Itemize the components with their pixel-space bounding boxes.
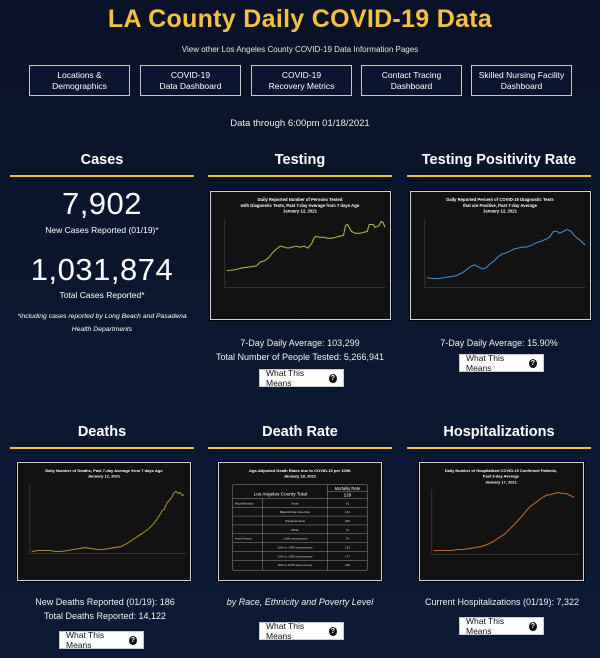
row-value: 91: [346, 501, 350, 505]
deaths-rule: [10, 447, 194, 449]
positivity-button-label: What This Means: [466, 353, 505, 373]
total-cases-number: 1,031,874: [30, 252, 174, 287]
row-value: 246: [345, 563, 350, 567]
death-rate-table-image[interactable]: Age-Adjusted Death Rates due to COVID-19…: [218, 462, 382, 581]
deaths-heading: Deaths: [77, 424, 127, 440]
nav-subtitle: View other Los Angeles County COVID-19 D…: [181, 45, 419, 54]
testing-heading: Testing: [274, 152, 326, 168]
new-deaths: New Deaths Reported (01/19): 186: [35, 597, 175, 607]
question-circle-icon: ?: [328, 626, 337, 636]
death-rate-title-2: January 18, 2021: [284, 474, 317, 479]
positivity-avg: 7-Day Daily Average: 15.90%: [440, 338, 558, 348]
question-circle-icon: ?: [128, 635, 137, 645]
testing-chart-title-1: Daily Reported Number of Persons Tested: [258, 197, 343, 202]
death-rate-rule: [208, 447, 392, 449]
total-cases-label: Total Cases Reported*: [59, 290, 145, 300]
hospitalizations-rule: [407, 447, 591, 449]
nav-recovery-metrics[interactable]: COVID-19 Recovery Metrics: [251, 65, 352, 96]
testing-what-this-means-button[interactable]: What This Means ?: [259, 368, 344, 388]
table-header-left: Los Angeles County Total: [254, 491, 307, 497]
positivity-chart-title-2: that are Positive, Past 7-day Average: [463, 203, 538, 208]
testing-chart-title-3: January 12, 2021: [283, 209, 318, 214]
deaths-chart-image[interactable]: Daily Number of Deaths, Past 7-day Avera…: [17, 462, 191, 581]
deaths-button-label: What This Means: [66, 630, 105, 650]
new-cases-number: 7,902: [61, 186, 143, 221]
question-circle-icon: ?: [528, 621, 537, 631]
row-label: Hispanic/Latino: [285, 519, 305, 523]
cases-footnote: *including cases reported by Long Beach …: [17, 313, 187, 333]
testing-chart-image[interactable]: Daily Reported Number of Persons Tested …: [210, 191, 391, 320]
testing-button-label: What This Means: [266, 368, 305, 388]
death-rate-caption: by Race, Ethnicity and Poverty Level: [226, 597, 374, 607]
hosp-chart-title-3: January 17, 2021: [485, 480, 517, 485]
deaths-line: [31, 490, 185, 553]
row-label: Black/African American: [280, 510, 311, 514]
hosp-chart-title-1: Daily Number of Hospitalized COVID-19 Co…: [445, 468, 557, 473]
hospitalizations-button-label: What This Means: [466, 616, 505, 636]
testing-avg: 7-Day Daily Average: 103,299: [240, 338, 360, 348]
death-rate-heading: Death Rate: [262, 424, 338, 440]
hospitalizations-heading: Hospitalizations: [443, 424, 555, 440]
nav-data-dashboard[interactable]: COVID-19 Data Dashboard: [140, 65, 241, 96]
question-circle-icon: ?: [528, 358, 537, 368]
positivity-chart-image[interactable]: Daily Reported Percent of COVID-19 Diagn…: [410, 191, 591, 320]
positivity-heading: Testing Positivity Rate: [421, 152, 577, 168]
positivity-rule: [407, 175, 591, 177]
death-rate-what-this-means-button[interactable]: What This Means ?: [259, 621, 344, 641]
death-rate-button-label: What This Means: [266, 621, 305, 641]
current-hospitalizations: Current Hospitalizations (01/19): 7,322: [424, 597, 580, 607]
positivity-chart-title-1: Daily Reported Percent of COVID-19 Diagn…: [446, 197, 554, 202]
row-label: Asian: [291, 501, 299, 505]
cases-heading: Cases: [80, 152, 124, 168]
row-value: 133: [345, 546, 350, 550]
row-label: 10% to <20% area poverty: [278, 546, 313, 550]
positivity-chart-title-3: January 12, 2021: [483, 209, 518, 214]
table-total: 129: [344, 492, 352, 497]
death-rate-title-1: Age-Adjusted Death Rates due to COVID-19…: [249, 468, 351, 473]
hospitalizations-chart-svg: Daily Number of Hospitalized COVID-19 Co…: [420, 463, 583, 580]
svg-text:·: ·: [300, 311, 301, 315]
death-rate-table-svg: Age-Adjusted Death Rates due to COVID-19…: [219, 463, 381, 580]
testing-chart-svg: Daily Reported Number of Persons Tested …: [211, 192, 390, 319]
row-group: Area Poverty: [235, 537, 253, 541]
hospitalizations-line: [433, 491, 575, 552]
deaths-what-this-means-button[interactable]: What This Means ?: [59, 630, 144, 650]
row-label: 30% to 100% area poverty: [278, 563, 313, 567]
hospitalizations-what-this-means-button[interactable]: What This Means ?: [459, 616, 544, 636]
row-value: 76: [346, 537, 350, 541]
row-label: 20% to <30% area poverty: [278, 554, 313, 558]
deaths-chart-svg: Daily Number of Deaths, Past 7-day Avera…: [18, 463, 190, 580]
question-circle-icon: ?: [328, 373, 337, 383]
nav-contact-tracing[interactable]: Contact Tracing Dashboard: [361, 65, 462, 96]
cases-rule: [10, 175, 194, 177]
row-label: White: [291, 528, 299, 532]
row-group: Race/Ethnicity: [235, 501, 254, 505]
row-value: 134: [345, 510, 350, 514]
table-header-right: Mortality Rate: [335, 486, 361, 491]
new-cases-label: New Cases Reported (01/19)*: [45, 225, 159, 235]
data-through-date: Data through 6:00pm 01/18/2021: [230, 118, 370, 129]
hosp-chart-title-2: Past 3-day Average: [483, 474, 520, 479]
nav-locations-demographics[interactable]: Locations & Demographics: [29, 65, 130, 96]
total-deaths: Total Deaths Reported: 14,122: [43, 611, 167, 621]
testing-line: [226, 220, 386, 272]
row-value: 177: [345, 554, 350, 558]
row-value: 72: [346, 528, 350, 532]
row-label: <10% area poverty: [283, 537, 308, 541]
positivity-what-this-means-button[interactable]: What This Means ?: [459, 353, 544, 373]
positivity-line: [426, 228, 586, 280]
hospitalizations-chart-image[interactable]: Daily Number of Hospitalized COVID-19 Co…: [419, 462, 584, 581]
testing-total: Total Number of People Tested: 5,266,941: [216, 352, 384, 362]
deaths-chart-title-2: January 12, 2021: [88, 474, 121, 479]
positivity-chart-svg: Daily Reported Percent of COVID-19 Diagn…: [411, 192, 590, 319]
nav-skilled-nursing[interactable]: Skilled Nursing Facility Dashboard: [471, 65, 572, 96]
page-title: LA County Daily COVID-19 Data: [107, 5, 493, 33]
testing-rule: [208, 175, 392, 177]
row-value: 200: [345, 519, 350, 523]
testing-chart-title-2: with Diagnostic Tests, Past 7-day Averag…: [240, 203, 360, 208]
deaths-chart-title-1: Daily Number of Deaths, Past 7-day Avera…: [45, 468, 163, 473]
